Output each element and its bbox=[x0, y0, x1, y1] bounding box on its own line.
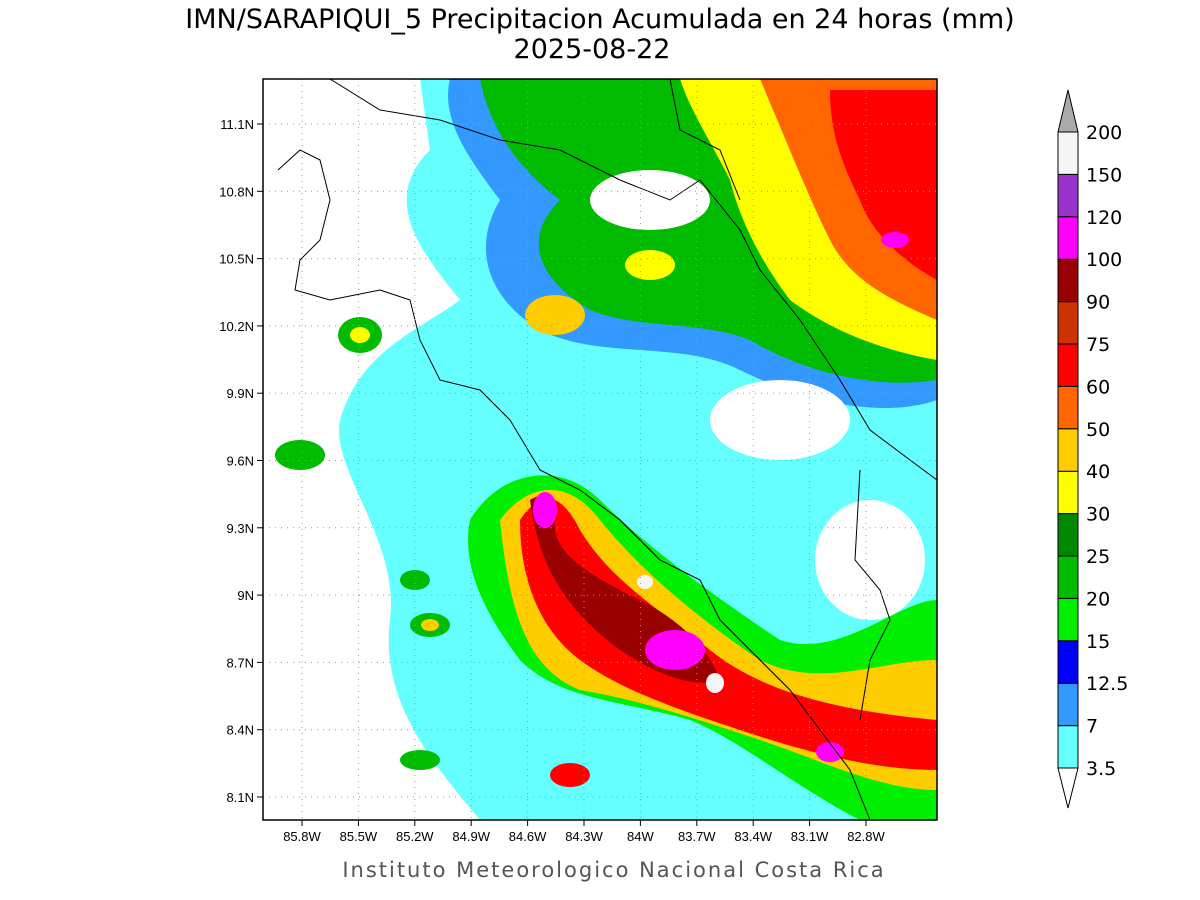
colorbar-box bbox=[1057, 343, 1079, 387]
lat-tick-label: 11.1N bbox=[220, 117, 254, 132]
colorbar: 3.5 7 12.5 15 20 25 30 40 50 60 75 90 100 120 150 200 bbox=[1057, 89, 1128, 809]
precip-field bbox=[263, 79, 937, 820]
lat-tick-label: 8.4N bbox=[227, 723, 254, 738]
colorbar-box bbox=[1057, 767, 1079, 809]
colorbar-box bbox=[1057, 131, 1079, 175]
lon-tick-label: 84.6W bbox=[509, 829, 547, 844]
lon-tick-label: 83.4W bbox=[734, 829, 772, 844]
colorbar-label: 75 bbox=[1086, 334, 1110, 356]
colorbar-box bbox=[1057, 89, 1079, 133]
lon-tick-label: 85.5W bbox=[340, 829, 378, 844]
lat-tick-label: 9.3N bbox=[227, 521, 254, 536]
colorbar-box bbox=[1057, 385, 1079, 430]
colorbar-box bbox=[1057, 725, 1079, 769]
lon-tick-label: 84.3W bbox=[565, 829, 603, 844]
graticule: 11.1N 10.8N 10.5N 10.2N 9.9N 9.6N 9.3N 9N 8.7N 8.… bbox=[219, 79, 937, 844]
lat-tick-label: 10.8N bbox=[219, 184, 254, 199]
colorbar-label: 100 bbox=[1086, 249, 1122, 271]
colorbar-box bbox=[1057, 173, 1079, 218]
lat-tick-label: 10.2N bbox=[219, 319, 254, 334]
lon-tick-label: 83.7W bbox=[678, 829, 716, 844]
colorbar-label: 25 bbox=[1086, 546, 1110, 568]
colorbar-box bbox=[1057, 555, 1079, 599]
lat-tick-label: 8.7N bbox=[227, 655, 254, 670]
title: IMN/SARAPIQUI_5 Precipitacion Acumulada … bbox=[185, 4, 1014, 35]
colorbar-label: 3.5 bbox=[1086, 758, 1116, 780]
colorbar-label: 12.5 bbox=[1086, 673, 1128, 695]
lat-tick-label: 9N bbox=[237, 588, 254, 603]
colorbar-box bbox=[1057, 258, 1079, 303]
coastline bbox=[277, 79, 937, 820]
lat-tick-label: 9.6N bbox=[227, 454, 254, 469]
lon-tick-label: 84W bbox=[627, 829, 654, 844]
lon-tick-label: 82.8W bbox=[847, 829, 885, 844]
colorbar-box bbox=[1057, 428, 1079, 472]
lat-tick-label: 8.1N bbox=[227, 790, 254, 805]
colorbar-label: 20 bbox=[1086, 588, 1110, 610]
colorbar-box bbox=[1057, 513, 1079, 557]
colorbar-box bbox=[1057, 597, 1079, 642]
lon-tick-label: 85.2W bbox=[396, 829, 434, 844]
colorbar-label: 15 bbox=[1086, 631, 1110, 653]
colorbar-label: 90 bbox=[1086, 292, 1110, 314]
colorbar-label: 150 bbox=[1086, 164, 1122, 186]
colorbar-box bbox=[1057, 640, 1079, 684]
colorbar-label: 50 bbox=[1086, 419, 1110, 441]
lat-tick-label: 10.5N bbox=[219, 252, 254, 267]
colorbar-label: 120 bbox=[1086, 207, 1122, 229]
lat-tick-label: 9.9N bbox=[227, 386, 254, 401]
lon-tick-label: 84.9W bbox=[452, 829, 490, 844]
date: 2025-08-22 bbox=[514, 34, 671, 65]
colorbar-box bbox=[1057, 470, 1079, 515]
lon-tick-label: 85.8W bbox=[283, 829, 321, 844]
colorbar-label: 60 bbox=[1086, 376, 1110, 398]
colorbar-label: 200 bbox=[1086, 122, 1122, 144]
colorbar-label: 40 bbox=[1086, 461, 1110, 483]
colorbar-box bbox=[1057, 216, 1079, 260]
colorbar-label: 30 bbox=[1086, 504, 1110, 526]
colorbar-box bbox=[1057, 682, 1079, 727]
colorbar-label: 7 bbox=[1086, 716, 1098, 738]
lon-tick-label: 83.1W bbox=[791, 829, 829, 844]
footer: Instituto Meteorologico Nacional Costa R… bbox=[342, 858, 885, 882]
map-frame bbox=[262, 78, 938, 821]
colorbar-box bbox=[1057, 301, 1079, 345]
